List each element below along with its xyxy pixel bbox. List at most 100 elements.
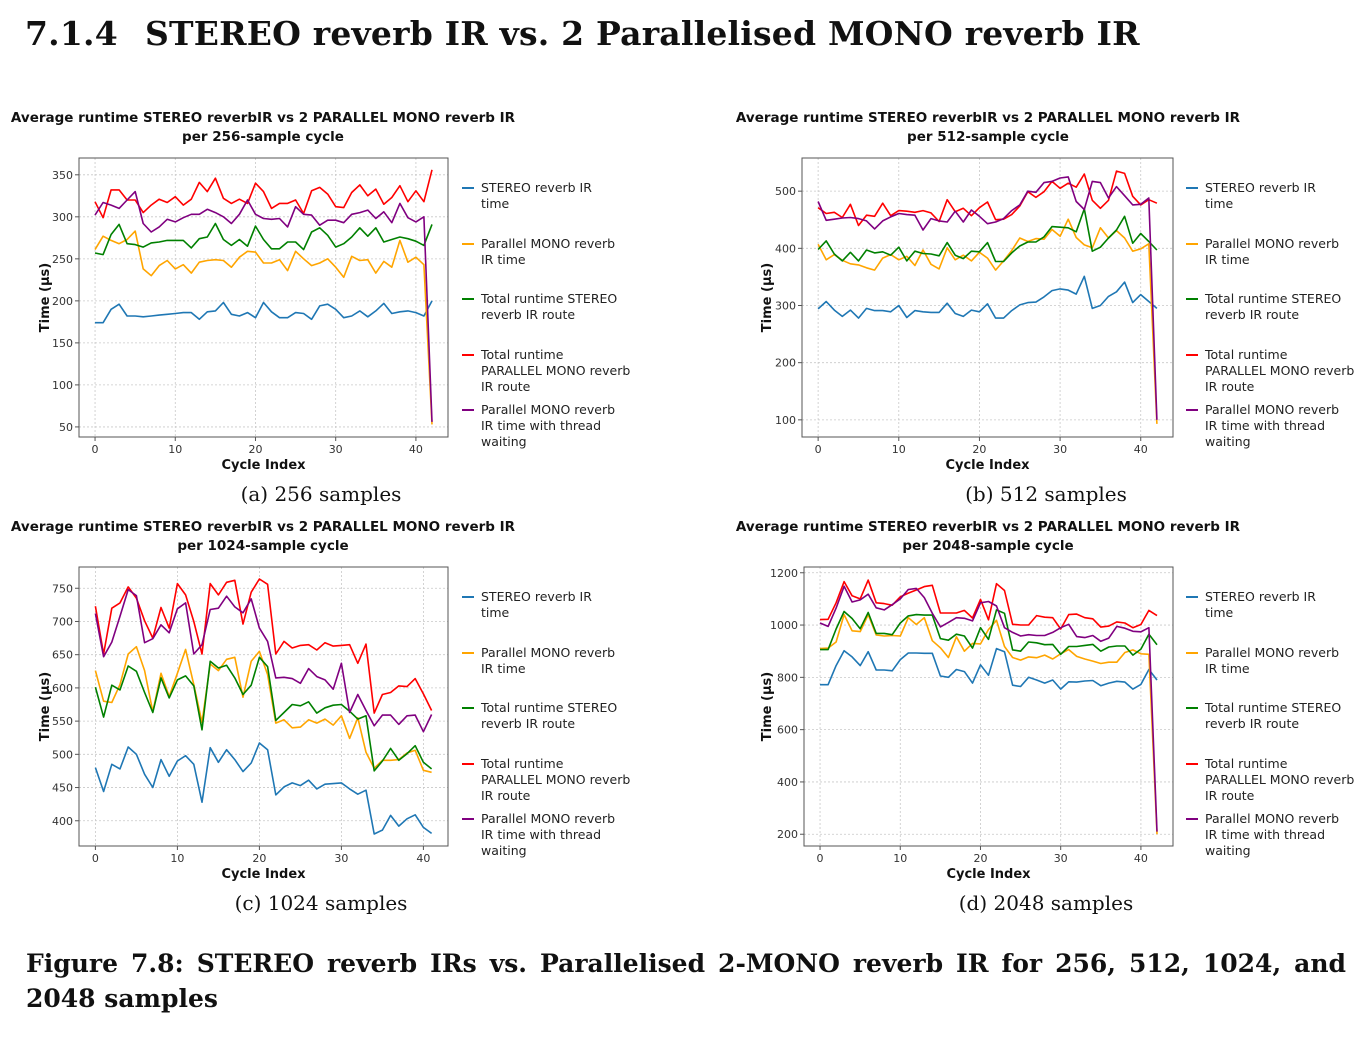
legend-label: Parallel MONO reverb: [481, 236, 615, 251]
legend-label: STEREO reverb IR: [481, 180, 592, 195]
x-tick-label: 0: [815, 443, 822, 456]
y-tick-label: 1200: [770, 567, 798, 580]
grid: [802, 158, 1173, 437]
legend-label: reverb IR route: [481, 716, 575, 731]
figure-caption: Figure 7.8: STEREO reverb IRs vs. Parall…: [26, 949, 1346, 1013]
series-line-1: [94, 742, 433, 835]
legend-label: IR time with thread: [1205, 418, 1325, 433]
chart-subtitle: per 512-sample cycle: [907, 129, 1069, 145]
x-tick-label: 30: [1054, 852, 1068, 865]
chart-subtitle: per 256-sample cycle: [182, 129, 344, 145]
x-tick-label: 30: [334, 852, 348, 865]
x-tick-label: 40: [416, 852, 430, 865]
x-tick-label: 20: [252, 852, 266, 865]
legend-label: Parallel MONO reverb: [481, 811, 615, 826]
y-tick-label: 800: [777, 671, 798, 684]
series-line-3: [94, 222, 433, 256]
legend-label: Parallel MONO reverb: [1205, 645, 1339, 660]
legend-label: Total runtime: [1204, 347, 1288, 362]
legend-label: Total runtime STEREO: [1204, 700, 1341, 715]
series-line-3: [820, 609, 1158, 656]
legend-label: PARALLEL MONO reverb: [481, 363, 630, 378]
y-tick-label: 1000: [770, 619, 798, 632]
section-heading: 7.1.4 STEREO reverb IR vs. 2 Parallelised…: [25, 14, 1140, 53]
x-tick-label: 10: [892, 443, 906, 456]
x-tick-label: 10: [168, 443, 182, 456]
plot-frame: [78, 566, 449, 847]
x-axis-label: Cycle Index: [945, 458, 1030, 473]
y-axis-label: Time (µs): [38, 263, 53, 332]
series-line-5: [94, 190, 433, 422]
x-tick-label: 20: [973, 852, 987, 865]
y-axis-label: Time (µs): [760, 263, 775, 332]
x-tick-label: 20: [248, 443, 262, 456]
chart-title: Average runtime STEREO reverbIR vs 2 PAR…: [11, 110, 516, 126]
x-tick-label: 30: [329, 443, 343, 456]
y-tick-label: 350: [52, 169, 73, 182]
subcaption-d: (d) 2048 samples: [958, 891, 1134, 915]
chart-title: Average runtime STEREO reverbIR vs 2 PAR…: [11, 519, 516, 535]
chart-2048-samples: Average runtime STEREO reverbIR vs 2 PAR…: [736, 519, 1354, 882]
x-tick-label: 0: [817, 852, 824, 865]
chart-512-samples: Average runtime STEREO reverbIR vs 2 PAR…: [736, 110, 1354, 473]
series-line-5: [94, 588, 433, 733]
legend-label: time: [481, 196, 510, 211]
legend-label: time: [481, 605, 510, 620]
y-tick-label: 100: [775, 414, 796, 427]
legend-label: PARALLEL MONO reverb: [1205, 363, 1354, 378]
series-line-4: [94, 169, 433, 219]
legend-label: IR time: [1205, 252, 1250, 267]
y-tick-label: 700: [52, 615, 73, 628]
legend-item: Parallel MONO reverbIR time: [1186, 645, 1339, 676]
y-tick-label: 400: [777, 776, 798, 789]
y-tick-label: 300: [52, 211, 73, 224]
y-tick-label: 500: [52, 748, 73, 761]
x-tick-label: 40: [1134, 852, 1148, 865]
legend-label: waiting: [481, 434, 527, 449]
legend-label: reverb IR route: [481, 307, 575, 322]
grid: [79, 567, 448, 846]
series-line-2: [94, 645, 432, 774]
x-tick-label: 0: [92, 443, 99, 456]
legend-label: IR route: [1205, 379, 1255, 394]
y-axis-label: Time (µs): [38, 672, 53, 741]
x-tick-label: 40: [1134, 443, 1148, 456]
legend-label: STEREO reverb IR: [1205, 589, 1316, 604]
chart-1024-samples: Average runtime STEREO reverbIR vs 2 PAR…: [11, 519, 630, 882]
plot-frame: [803, 566, 1174, 847]
legend-label: reverb IR route: [1205, 307, 1299, 322]
series-line-2: [817, 218, 1158, 424]
chart-subtitle: per 2048-sample cycle: [902, 538, 1073, 554]
series-line-2: [94, 230, 433, 425]
series-line-3: [817, 208, 1158, 263]
series-line-3: [94, 656, 433, 772]
legend-item: Parallel MONO reverbIR time: [1186, 236, 1339, 267]
legend-item: Parallel MONO reverbIR time with threadw…: [462, 811, 615, 858]
subcaption-b: (b) 512 samples: [965, 482, 1127, 506]
x-tick-label: 0: [92, 852, 99, 865]
series-line-4: [819, 579, 1158, 630]
legend-label: Total runtime STEREO: [480, 291, 617, 306]
y-tick-label: 650: [52, 649, 73, 662]
legend-label: IR time with thread: [481, 418, 601, 433]
legend-label: PARALLEL MONO reverb: [481, 772, 630, 787]
grid: [804, 567, 1173, 846]
series-line-5: [817, 176, 1158, 420]
legend-label: waiting: [1205, 434, 1251, 449]
series-line-1: [820, 647, 1158, 690]
legend-label: IR route: [481, 788, 531, 803]
legend-label: reverb IR route: [1205, 716, 1299, 731]
legend-label: IR time with thread: [481, 827, 601, 842]
chart-subtitle: per 1024-sample cycle: [177, 538, 348, 554]
legend-label: time: [1205, 605, 1234, 620]
